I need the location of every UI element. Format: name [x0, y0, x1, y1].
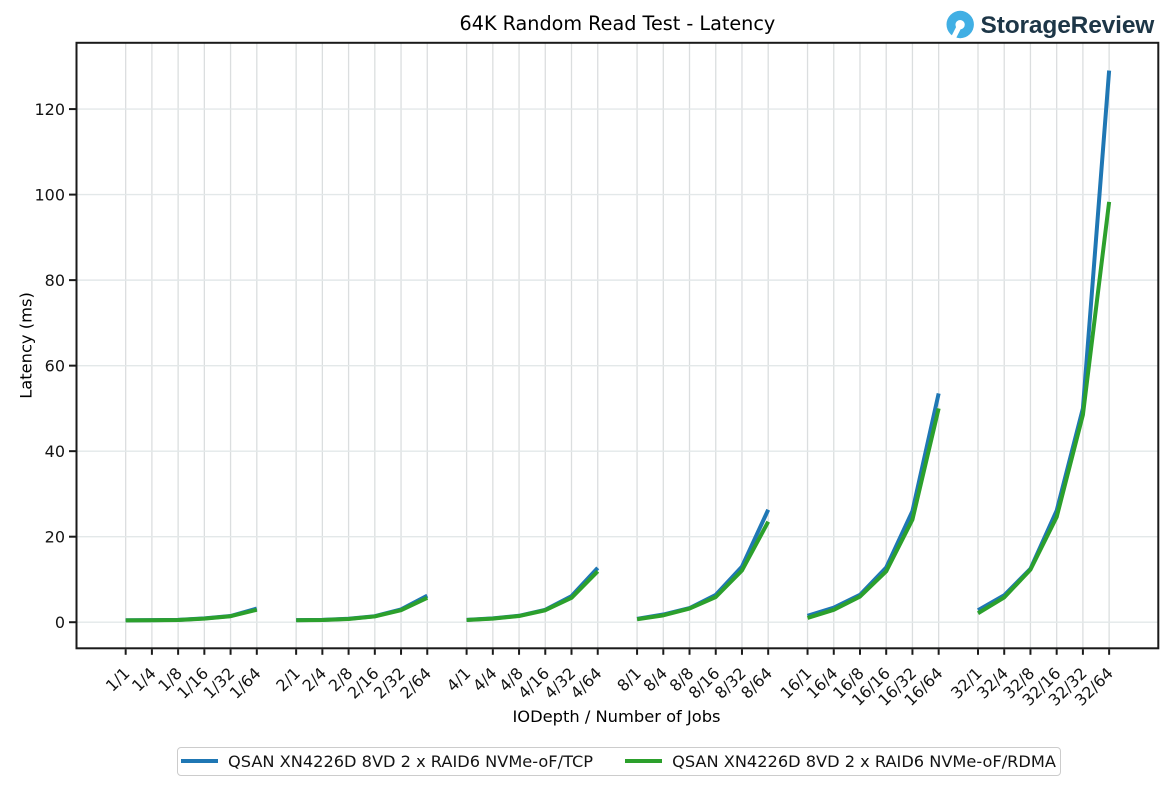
x-axis-label: IODepth / Number of Jobs [512, 707, 720, 726]
series-line-rdma-group2 [466, 569, 600, 622]
storagereview-logo: StorageReview [946, 10, 1156, 41]
axes-layer [69, 41, 1160, 655]
y-tick-label: 100 [34, 185, 65, 204]
y-tick-label: 60 [45, 356, 65, 375]
y-tick-label: 0 [55, 613, 65, 632]
x-tick-label: 1/1 [102, 664, 134, 696]
grid-layer [76, 42, 1159, 649]
x-tick-label: 4/4 [469, 664, 501, 696]
y-tick-label: 40 [45, 442, 65, 461]
x-tick-label: 4/1 [443, 664, 475, 696]
series-layer [125, 70, 1112, 623]
series-line-tcp-group5 [977, 70, 1112, 612]
storagereview-logo-text: StorageReview [981, 12, 1156, 39]
series-line-rdma-group1 [296, 596, 429, 623]
x-tick-label: 2/4 [299, 664, 331, 696]
storagereview-bubble-icon [946, 10, 974, 41]
series-line-rdma-group0 [125, 607, 258, 623]
x-tick-label: 8/64 [737, 664, 776, 703]
legend: QSAN XN4226D 8VD 2 x RAID6 NVMe-oF/TCP Q… [177, 746, 1061, 776]
y-tick-label: 80 [45, 271, 65, 290]
y-axis-label: Latency (ms) [17, 292, 36, 399]
series-line-tcp-group4 [806, 393, 941, 618]
x-tick-label: 8/1 [613, 664, 645, 696]
x-tick-label: 4/64 [567, 664, 606, 703]
axes-spines [75, 41, 1160, 650]
x-tick-label: 2/64 [396, 664, 435, 703]
legend-swatch-tcp [181, 759, 218, 763]
chart-title: 64K Random Read Test - Latency [460, 12, 776, 35]
x-tick-label: 1/64 [226, 664, 265, 703]
legend-label-tcp: QSAN XN4226D 8VD 2 x RAID6 NVMe-oF/TCP [228, 751, 594, 771]
x-tick-label: 2/1 [272, 664, 304, 696]
y-tick-label: 120 [34, 100, 65, 119]
legend-label-rdma: QSAN XN4226D 8VD 2 x RAID6 NVMe-oF/RDMA [672, 751, 1056, 771]
series-line-rdma-group5 [976, 201, 1112, 615]
x-tick-label: 8/4 [639, 664, 671, 696]
series-line-rdma-group4 [806, 407, 941, 620]
y-tick-label: 20 [45, 527, 65, 546]
x-tick-label: 1/4 [128, 664, 160, 696]
series-line-rdma-group3 [636, 520, 770, 622]
legend-swatch-rdma [625, 759, 663, 763]
